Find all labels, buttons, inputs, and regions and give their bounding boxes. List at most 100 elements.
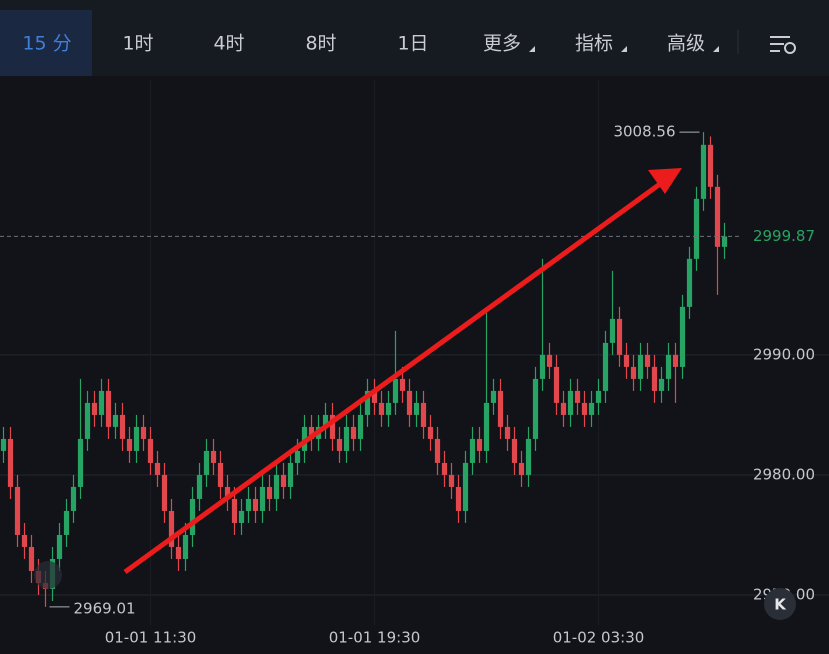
candle-body (28, 546, 35, 571)
tab[interactable]: 15 分 (22, 33, 71, 55)
dropdown-caret (713, 46, 719, 52)
candle-body (189, 498, 196, 535)
candle-body (420, 402, 427, 427)
candle-body (308, 426, 315, 439)
candle-body (413, 402, 420, 415)
candle-body (504, 426, 511, 439)
x-tick-label: 01-01 19:30 (329, 629, 421, 647)
candle-body (14, 486, 21, 535)
candle-body (245, 498, 252, 511)
candle-body (462, 462, 469, 511)
candle-body (595, 390, 602, 403)
candle-body (560, 402, 567, 415)
candle-body (609, 318, 616, 343)
candle-body (448, 474, 455, 487)
tab[interactable]: 1时 (122, 33, 153, 55)
candle-body (147, 438, 154, 463)
candle-body (707, 144, 714, 187)
candle-body (616, 318, 623, 355)
candle-body (455, 486, 462, 511)
candle-body (700, 144, 707, 199)
svg-text:K: K (774, 596, 787, 614)
candle-body (469, 438, 476, 463)
candle-body (63, 510, 70, 535)
y-tick-label: 2990.00 (753, 345, 815, 363)
candle-body (721, 236, 728, 247)
tab[interactable]: 4时 (213, 33, 244, 55)
settings-icon[interactable] (770, 36, 796, 54)
candle-body (441, 462, 448, 475)
candle-body (280, 474, 287, 487)
candle-body (154, 462, 161, 475)
candle-body (483, 402, 490, 451)
candle-body (91, 402, 98, 415)
candle-body (392, 378, 399, 403)
candle-body (329, 414, 336, 439)
candle-body (511, 438, 518, 463)
candle-body (175, 546, 182, 559)
candle-body (371, 390, 378, 403)
min-label: 2969.01 (74, 599, 136, 617)
candle-body (546, 354, 553, 367)
candle-body (56, 534, 63, 559)
candle-body (490, 390, 497, 403)
candle-body (686, 258, 693, 307)
tool-icon[interactable] (34, 561, 62, 589)
candle-body (168, 510, 175, 547)
candle-body (196, 474, 203, 499)
candle-body (665, 354, 672, 379)
candle-body (70, 486, 77, 511)
x-tick-label: 01-01 11:30 (105, 629, 197, 647)
candle-body (679, 306, 686, 367)
candle-body (84, 402, 91, 439)
last-price-label: 2999.87 (753, 227, 815, 245)
candle-body (140, 426, 147, 439)
candle-body (266, 486, 273, 499)
candle-body (77, 438, 84, 487)
candle-body (119, 414, 126, 439)
candle-body (553, 366, 560, 403)
candle-body (336, 438, 343, 451)
candle-body (161, 474, 168, 511)
dropdown-caret (621, 46, 627, 52)
reset-button[interactable]: K (764, 588, 796, 620)
candle-body (644, 354, 651, 367)
tab[interactable]: 指标 (575, 33, 613, 55)
candle-body (574, 390, 581, 403)
candle-body (0, 438, 7, 451)
candle-body (252, 498, 259, 511)
candle-body (525, 438, 532, 475)
y-tick-label: 2980.00 (753, 465, 815, 483)
candle-body (364, 390, 371, 415)
candle-body (294, 450, 301, 463)
candle-body (567, 390, 574, 415)
candle-body (238, 510, 245, 523)
candle-body (273, 474, 280, 499)
tab-bar (0, 0, 829, 76)
candle-body (623, 354, 630, 367)
candle-body (133, 426, 140, 451)
candle-body (658, 378, 665, 391)
candle-body (385, 402, 392, 415)
candle-body (539, 354, 546, 379)
tab[interactable]: 1日 (397, 33, 428, 55)
x-tick-label: 01-02 03:30 (553, 629, 645, 647)
candle-body (476, 438, 483, 451)
candle-body (518, 462, 525, 475)
tab[interactable]: 高级 (667, 33, 705, 55)
candle-body (259, 486, 266, 511)
candle-body (693, 198, 700, 259)
candle-body (217, 462, 224, 487)
candle-body (224, 486, 231, 499)
candle-body (231, 498, 238, 523)
candle-body (126, 438, 133, 451)
tab[interactable]: 更多 (483, 33, 521, 55)
candle-body (637, 354, 644, 379)
candle-body (630, 366, 637, 379)
tab[interactable]: 8时 (305, 33, 336, 55)
candle-body (210, 450, 217, 463)
candle-body (532, 378, 539, 439)
candle-body (581, 402, 588, 415)
